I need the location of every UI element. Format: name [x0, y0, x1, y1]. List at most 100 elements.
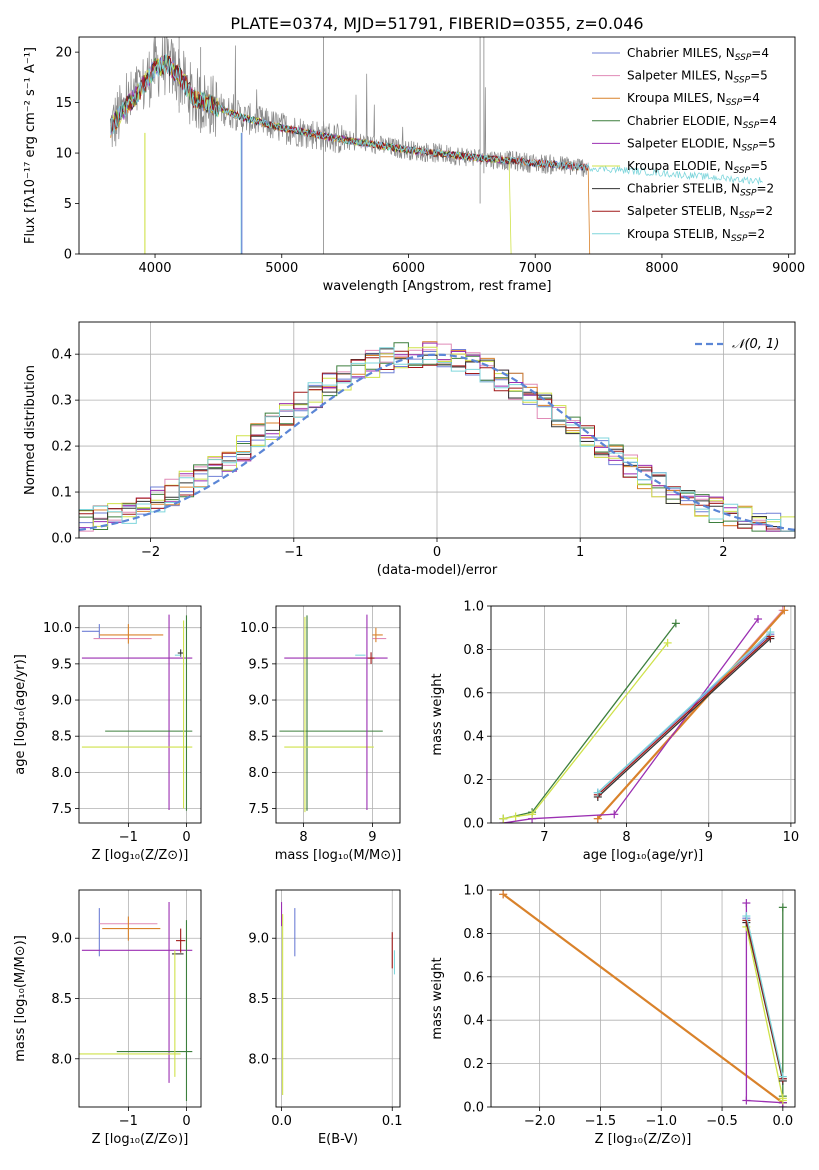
x-tick-label: 2 [719, 545, 727, 560]
axes-frame [78, 605, 202, 824]
axes-frame [275, 605, 401, 824]
y-tick-label: 9.5 [51, 657, 72, 672]
legend-tail: =4 [751, 46, 769, 60]
y-tick-label: 7.5 [248, 802, 269, 817]
figure-title: PLATE=0374, MJD=51791, FIBERID=0355, z=0… [230, 14, 643, 33]
plot-area-mass-vs-EBV [276, 890, 400, 1107]
legend-entry-label: Chabrier MILES, NSSP=4 [627, 46, 769, 63]
axes-frame [78, 36, 796, 255]
legend-text: Salpeter STELIB, N [627, 204, 739, 218]
legend-subscript: SSP [740, 189, 757, 199]
legend-text: Chabrier STELIB, N [627, 182, 740, 196]
x-tick-label: 9 [705, 830, 713, 845]
y-tick-label: 0.3 [51, 394, 72, 409]
x-tick-label: 7000 [519, 261, 552, 276]
legend-text: Salpeter ELODIE, N [627, 136, 741, 150]
legend-subscript: SSP [735, 53, 752, 63]
x-tick-label: 0 [182, 1114, 190, 1129]
x-axis-label: Z [log₁₀(Z/Z⊙)] [92, 848, 189, 863]
y-tick-label: 0.4 [463, 1014, 484, 1029]
mass-weight-series-line [597, 631, 771, 794]
y-tick-label: 10.0 [240, 621, 269, 636]
x-tick-label: 4000 [138, 261, 171, 276]
x-tick-label: 6000 [392, 261, 425, 276]
axes-residual-distribution: −2 −1 0 1 2 0.0 0.1 0.2 0.3 0.4 (data-model)/error… [23, 321, 796, 578]
legend-subscript: SSP [726, 98, 743, 108]
y-tick-label: 15 [55, 96, 72, 111]
y-tick-label: 9.0 [51, 694, 72, 709]
y-tick-label: 0.2 [51, 440, 72, 455]
histogram-step-line [79, 342, 795, 532]
plot-area-mass-weight-vs-Z [491, 890, 795, 1107]
axes-mass-weight-vs-Z: −2.0 −1.5 −1.0 −0.5 0.0 0.0 0.2 0.4 0.6 0.8 1.0 Z [… [430, 884, 796, 1147]
y-tick-label: 0.2 [463, 773, 484, 788]
mass-weight-series-line [502, 893, 784, 1104]
y-tick-label: 9.5 [248, 657, 269, 672]
y-axis-label: mass weight [430, 673, 445, 755]
legend-entry-label: Chabrier STELIB, NSSP=2 [627, 182, 774, 199]
x-axis-label: age [log₁₀(age/yr)] [583, 848, 704, 863]
y-tick-label: 0.1 [51, 486, 72, 501]
y-tick-label: 20 [55, 46, 72, 61]
x-tick-label: −1.5 [585, 1114, 617, 1129]
y-tick-label: 0.6 [463, 970, 484, 985]
y-tick-label: 0.0 [463, 1101, 484, 1116]
y-tick-label: 1.0 [463, 600, 484, 615]
axes-mass-vs-Z: −1 0 8.0 8.5 9.0 Z [log₁₀(Z/Z⊙)] mass [log₁₀(M… [13, 889, 202, 1147]
x-tick-label: 7 [540, 830, 548, 845]
mass-weight-series-line [503, 642, 669, 820]
legend-text: Kroupa STELIB, N [627, 227, 731, 241]
axes-mass-vs-EBV: 0.0 0.1 8.0 8.5 9.0 E(B-V) [248, 889, 403, 1147]
x-tick-label: −1 [119, 830, 138, 845]
y-tick-label: 8.0 [248, 1052, 269, 1067]
y-axis-label: Normed distribution [23, 365, 38, 495]
x-axis-label: Z [log₁₀(Z/Z⊙)] [92, 1132, 189, 1147]
axes-spectrum: 4000 5000 6000 7000 8000 9000 0 5 10 15 20 waveleng… [23, 36, 805, 294]
legend-text: Chabrier MILES, N [627, 46, 735, 60]
legend-entry-label: Kroupa STELIB, NSSP=2 [627, 227, 765, 244]
y-tick-label: 5 [64, 197, 72, 212]
x-axis-label: Z [log₁₀(Z/Z⊙)] [595, 1132, 692, 1147]
plot-area-spectrum [110, 37, 763, 254]
y-tick-label: 8.0 [51, 766, 72, 781]
x-tick-label: 9 [368, 830, 376, 845]
plot-layer: 4000 5000 6000 7000 8000 900005101520waveleng… [13, 36, 805, 1147]
x-axis-label: (data-model)/error [377, 563, 498, 578]
x-tick-label: −1.0 [645, 1114, 677, 1129]
legend-entry-label: Kroupa ELODIE, NSSP=5 [627, 159, 768, 176]
legend-tail: =5 [750, 159, 768, 173]
x-axis-label: wavelength [Angstrom, rest frame] [323, 279, 552, 294]
x-tick-label: −1 [119, 1114, 138, 1129]
y-tick-label: 10 [55, 147, 72, 162]
legend-entry-label: Chabrier ELODIE, NSSP=4 [627, 114, 777, 131]
model-spectrum-line [110, 54, 763, 186]
y-tick-label: 0.4 [51, 348, 72, 363]
legend-tail: =4 [759, 114, 777, 128]
legend-entry-label: Salpeter ELODIE, NSSP=5 [627, 136, 776, 153]
legend-subscript: SSP [739, 211, 756, 221]
axes-age-vs-Z: −1 0 7.5 8.0 8.5 9.0 9.5 10.0 Z [log₁₀(Z/Z⊙)] age… [13, 605, 202, 863]
x-tick-label: −2.0 [524, 1114, 556, 1129]
y-tick-label: 0.4 [463, 730, 484, 745]
normal-legend-label: 𝒩(0, 1) [732, 337, 779, 352]
axes-frame [490, 605, 796, 824]
y-tick-label: 8.5 [248, 730, 269, 745]
histogram-step-line [79, 347, 795, 532]
x-tick-label: −1 [284, 545, 303, 560]
y-tick-label: 9.0 [51, 932, 72, 947]
y-tick-label: 10.0 [43, 621, 72, 636]
y-tick-label: 0.0 [463, 817, 484, 832]
y-tick-label: 8.0 [51, 1052, 72, 1067]
x-tick-label: 0 [433, 545, 441, 560]
legend-tail: =2 [747, 227, 765, 241]
y-tick-label: 0.8 [463, 927, 484, 942]
x-tick-label: 10 [783, 830, 800, 845]
x-tick-label: 0.0 [271, 1114, 292, 1129]
histogram-step-line [79, 350, 795, 532]
legend-tail: =5 [758, 136, 776, 150]
x-tick-label: 5000 [265, 261, 298, 276]
y-axis-label: mass [log₁₀(M/M⊙)] [13, 935, 28, 1062]
normal-curve-line [79, 353, 795, 531]
y-tick-label: 0.6 [463, 686, 484, 701]
y-tick-label: 1.0 [463, 884, 484, 899]
